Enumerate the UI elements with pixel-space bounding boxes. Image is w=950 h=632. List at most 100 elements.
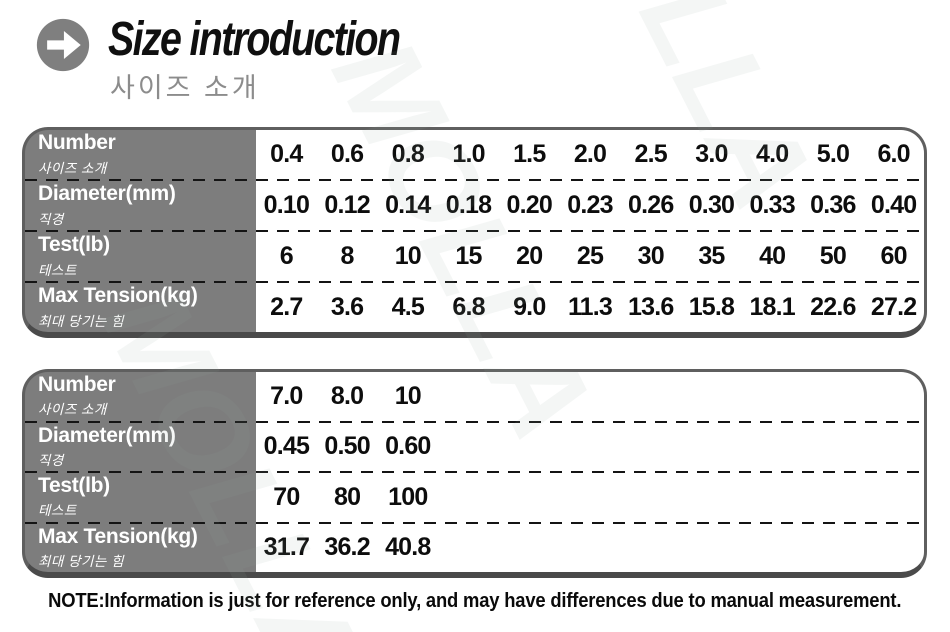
row-header-max-tension-kg: Max Tension(kg) 최대 당기는 힘: [25, 524, 256, 573]
page-subtitle: 사이즈 소개: [110, 73, 260, 103]
row-divider: [25, 471, 924, 473]
table-row-max-tension-kg: Max Tension(kg) 최대 당기는 힘 31.7 36.2 40.8: [25, 524, 924, 573]
value-cell: 10: [394, 381, 422, 410]
value-cell: 6: [279, 242, 294, 270]
value-cell: 0.30: [688, 191, 735, 219]
row-header-diameter-mm: Diameter(mm) 직경: [25, 423, 256, 472]
value-cell: 0.50: [324, 432, 370, 461]
value-cell: 0.6: [330, 140, 364, 168]
row-label-ko: 직경: [38, 211, 64, 227]
value-cell: 60: [880, 242, 908, 270]
value-cell: 0.33: [749, 191, 795, 219]
table-row-test-lb: Test(lb) 테스트 6 8 10 15 20 25 30 35 40 50 60: [25, 232, 924, 281]
value-cell: 0.60: [385, 432, 431, 461]
row-label-en: Diameter(mm): [38, 182, 176, 206]
value-cell: 2.7: [270, 293, 303, 321]
size-table-large: Number 사이즈 소개 7.0 8.0 10 Diameter(mm) 직경 0.45 0.…: [22, 369, 927, 578]
value-cell: 0.23: [567, 191, 613, 219]
size-table-small: Number 사이즈 소개 0.4 0.6 0.8 1.0 1.5 2.0 2.5 3.0 4.0 5…: [22, 127, 927, 338]
value-cell: 40.8: [385, 533, 431, 562]
note: NOTE:Information is just for reference o…: [0, 590, 950, 613]
row-label-en: Diameter(mm): [38, 423, 176, 447]
value-cell: 35: [698, 242, 725, 270]
value-cell: 100: [388, 482, 428, 511]
row-divider: [25, 420, 924, 423]
value-cell: 0.10: [263, 191, 310, 219]
row-label-ko: 테스트: [38, 262, 77, 278]
row-divider: [25, 521, 924, 524]
value-cell: 0.36: [810, 191, 856, 219]
row-header-test-lb: Test(lb) 테스트: [25, 232, 256, 281]
table-row-max-tension-kg: Max Tension(kg) 최대 당기는 힘 2.7 3.6 4.5 6.8 9.0 11…: [25, 283, 924, 332]
row-values: 2.7 3.6 4.5 6.8 9.0 11.3 13.6 15.8 18.1 22.6 27.2: [256, 283, 924, 332]
value-cell: 1.0: [452, 140, 485, 168]
row-label-ko: 사이즈 소개: [38, 160, 107, 176]
value-cell: 36.2: [324, 533, 370, 562]
value-cell: 13.6: [627, 293, 674, 321]
row-values: 0.45 0.50 0.60: [256, 423, 924, 472]
value-cell: 70: [273, 482, 300, 511]
value-cell: 0.12: [324, 191, 370, 219]
value-cell: 8: [340, 242, 355, 270]
row-header-test-lb: Test(lb) 테스트: [25, 473, 256, 522]
row-header-number: Number 사이즈 소개: [25, 130, 256, 179]
table-row-number: Number 사이즈 소개 0.4 0.6 0.8 1.0 1.5 2.0 2.5 3.0 4.0 5…: [25, 130, 924, 179]
value-cell: 0.20: [506, 191, 553, 219]
value-cell: 50: [819, 242, 847, 270]
value-cell: 15: [455, 242, 482, 270]
value-cell: 2.5: [634, 140, 668, 168]
row-header-max-tension-kg: Max Tension(kg) 최대 당기는 힘: [25, 283, 256, 332]
row-values: 0.4 0.6 0.8 1.0 1.5 2.0 2.5 3.0 4.0 5.0 6.0: [256, 130, 924, 179]
page-title: Size introduction: [108, 13, 401, 66]
row-label-en: Max Tension(kg): [38, 524, 198, 548]
value-cell: 31.7: [263, 533, 310, 562]
row-header-diameter-mm: Diameter(mm) 직경: [25, 181, 256, 230]
value-cell: 0.4: [270, 140, 303, 168]
arrow-right-icon: [35, 17, 91, 73]
table-row-diameter-mm: Diameter(mm) 직경 0.45 0.50 0.60: [25, 423, 924, 472]
value-cell: 3.0: [695, 140, 728, 168]
value-cell: 10: [394, 242, 422, 270]
table-row-test-lb: Test(lb) 테스트 70 80 100: [25, 473, 924, 522]
value-cell: 0.14: [385, 191, 431, 219]
value-cell: 3.6: [330, 293, 364, 321]
value-cell: 0.45: [263, 432, 310, 461]
row-values: 0.10 0.12 0.14 0.18 0.20 0.23 0.26 0.30 0.33 0.36…: [256, 181, 924, 230]
row-values: 31.7 36.2 40.8: [256, 524, 924, 573]
value-cell: 40: [759, 242, 786, 270]
value-cell: 0.8: [391, 140, 425, 168]
row-label-en: Number: [38, 131, 116, 155]
value-cell: 80: [333, 482, 361, 511]
value-cell: 4.5: [391, 293, 425, 321]
value-cell: 6.0: [877, 140, 910, 168]
value-cell: 15.8: [688, 293, 735, 321]
row-values: 7.0 8.0 10: [256, 372, 924, 421]
row-label-ko: 최대 당기는 힘: [38, 313, 125, 329]
value-cell: 0.18: [445, 191, 492, 219]
value-cell: 30: [637, 242, 665, 270]
header: Size introduction 사이즈 소개: [0, 0, 950, 120]
row-label-ko: 최대 당기는 힘: [38, 553, 125, 569]
value-cell: 2.0: [573, 140, 607, 168]
row-values: 6 8 10 15 20 25 30 35 40 50 60: [256, 232, 924, 281]
row-divider: [25, 281, 924, 283]
value-cell: 25: [576, 242, 604, 270]
value-cell: 0.26: [627, 191, 674, 219]
row-label-en: Test(lb): [38, 233, 110, 257]
row-label-ko: 테스트: [38, 503, 77, 519]
value-cell: 11.3: [567, 293, 613, 321]
value-cell: 4.0: [755, 140, 789, 168]
value-cell: 0.40: [870, 191, 917, 219]
note-text: NOTE:Information is just for reference o…: [48, 590, 902, 612]
row-label-ko: 사이즈 소개: [38, 402, 107, 418]
value-cell: 5.0: [816, 140, 850, 168]
value-cell: 20: [516, 242, 543, 270]
row-divider: [25, 179, 924, 181]
value-cell: 8.0: [330, 381, 364, 410]
value-cell: 1.5: [513, 140, 546, 168]
row-values: 70 80 100: [256, 473, 924, 522]
value-cell: 9.0: [513, 293, 546, 321]
row-divider: [25, 230, 924, 232]
row-label-en: Number: [38, 373, 116, 397]
